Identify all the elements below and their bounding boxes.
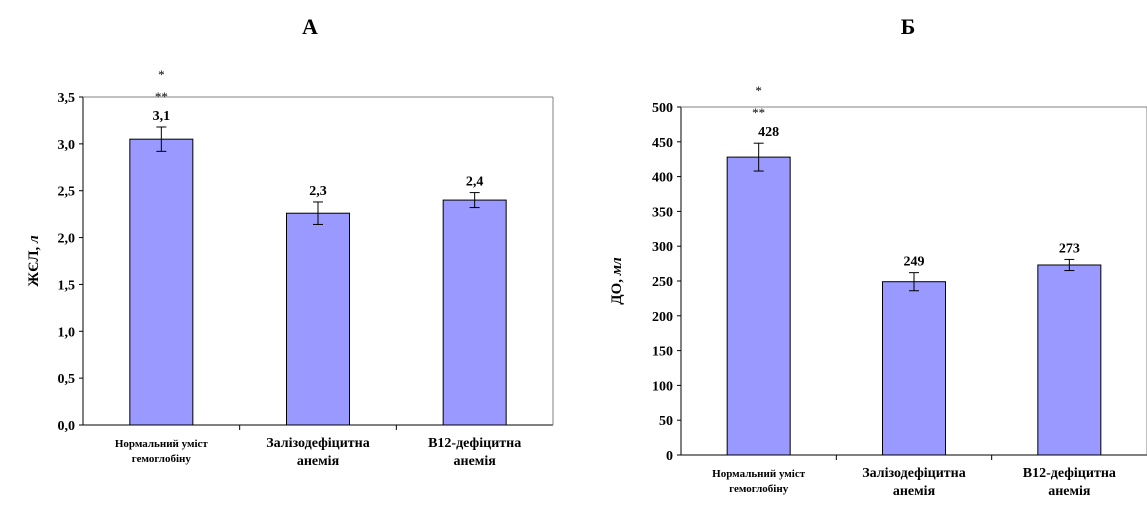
data-label: 428 xyxy=(758,125,779,140)
y-tick-label: 0,5 xyxy=(58,372,76,387)
data-label: 3,1 xyxy=(153,109,171,124)
x-tick-label: гемоглобіну xyxy=(132,453,192,465)
y-tick-label: 150 xyxy=(652,345,673,360)
x-tick-label: Залізодефіцитна xyxy=(862,466,966,481)
y-tick-label: 0 xyxy=(666,449,673,464)
y-axis-label-unit: мл xyxy=(609,257,625,276)
x-tick-label: анемія xyxy=(454,454,497,469)
x-tick-label: В12-дефіцитна xyxy=(1023,466,1116,481)
x-tick-label: В12-дефіцитна xyxy=(428,436,521,451)
y-tick-label: 2,0 xyxy=(58,232,76,247)
bar xyxy=(129,138,194,426)
y-tick-label: 450 xyxy=(652,136,673,151)
significance-mark: * xyxy=(158,67,165,82)
significance-mark: ** xyxy=(155,89,168,104)
x-tick-label: Нормальний уміст xyxy=(115,438,209,450)
y-tick-label: 3,5 xyxy=(58,91,76,106)
x-tick-label: Залізодефіцитна xyxy=(266,436,370,451)
x-tick-label: Нормальний уміст xyxy=(712,468,806,480)
chart-b: Б 0 50 100 150 200 250 300 350 400 450 500 ДО, мл 428… xyxy=(609,14,1147,499)
significance-mark: ** xyxy=(752,105,765,120)
y-axis-label-unit: л xyxy=(26,235,42,244)
x-tick-label: анемія xyxy=(893,484,936,499)
y-tick-label: 3,0 xyxy=(58,138,76,153)
y-tick-label: 250 xyxy=(652,275,673,290)
y-tick-label: 2,5 xyxy=(58,185,76,200)
y-tick-label: 0,0 xyxy=(58,419,76,434)
chart-title: Б xyxy=(901,14,916,39)
y-tick-label: 350 xyxy=(652,205,673,220)
bar xyxy=(442,199,507,426)
bar xyxy=(1037,264,1102,456)
y-axis-label-name: ДО, xyxy=(609,275,625,305)
y-tick-label: 300 xyxy=(652,240,673,255)
bar xyxy=(882,281,946,456)
bar xyxy=(726,156,791,456)
data-label: 273 xyxy=(1059,241,1080,256)
chart-title: А xyxy=(302,14,318,39)
data-label: 2,3 xyxy=(309,184,327,199)
y-tick-label: 1,5 xyxy=(58,278,76,293)
y-axis-label-name: ЖЄЛ, xyxy=(26,243,42,287)
x-tick-label: анемія xyxy=(297,454,340,469)
y-tick-label: 50 xyxy=(659,414,673,429)
data-label: 2,4 xyxy=(466,175,484,190)
bar xyxy=(286,212,350,426)
y-tick-label: 500 xyxy=(652,101,673,116)
y-tick-label: 200 xyxy=(652,310,673,325)
significance-mark: * xyxy=(755,83,762,98)
y-tick-label: 400 xyxy=(652,171,673,186)
y-axis-label: ЖЄЛ, л xyxy=(26,235,42,287)
data-label: 249 xyxy=(904,255,925,270)
y-tick-label: 100 xyxy=(652,379,673,394)
x-tick-label: гемоглобіну xyxy=(729,483,789,495)
y-tick-label: 1,0 xyxy=(58,325,76,340)
x-tick-label: анемія xyxy=(1048,484,1091,499)
y-axis-label: ДО, мл xyxy=(609,257,625,305)
